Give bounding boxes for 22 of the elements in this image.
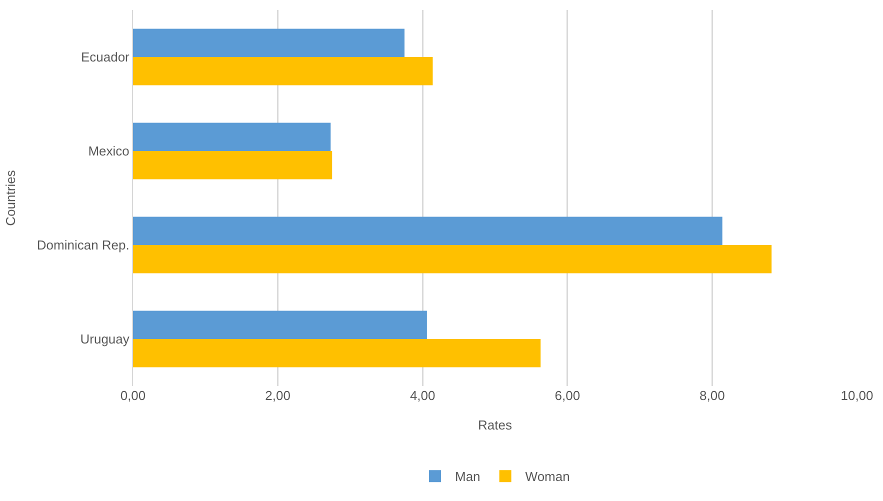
bar bbox=[133, 28, 404, 57]
y-axis-title: Countries bbox=[2, 170, 18, 226]
bar bbox=[133, 57, 433, 86]
bar bbox=[133, 122, 331, 151]
x-axis-title: Rates bbox=[478, 418, 512, 433]
bar bbox=[133, 339, 541, 368]
y-tick-label: Dominican Rep. bbox=[36, 238, 130, 253]
legend-label: Man bbox=[455, 469, 480, 484]
y-tick-label: Uruguay bbox=[80, 332, 130, 347]
y-tick-label: Ecuador bbox=[80, 50, 130, 65]
x-tick-label: 0,00 bbox=[120, 388, 146, 403]
x-tick-label: 10,00 bbox=[840, 388, 874, 403]
x-tick-label: 4,00 bbox=[410, 388, 436, 403]
x-tick-label: 8,00 bbox=[700, 388, 725, 403]
bar bbox=[133, 310, 427, 339]
y-tick-label: Mexico bbox=[88, 144, 130, 159]
bar bbox=[133, 245, 772, 274]
x-tick-label: 2,00 bbox=[265, 388, 290, 403]
legend-label: Woman bbox=[525, 469, 570, 484]
bar bbox=[133, 216, 722, 245]
x-tick-label: 6,00 bbox=[554, 388, 580, 403]
bar bbox=[133, 151, 332, 180]
